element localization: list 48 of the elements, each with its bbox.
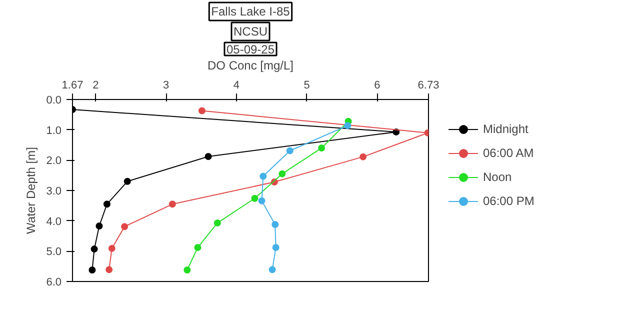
x-tick-label: 1.67 [62, 80, 84, 92]
y-tick-label: 0.0 [46, 94, 62, 106]
point [286, 147, 294, 154]
point [90, 246, 98, 253]
point [272, 220, 279, 228]
x-axis-title: DO Conc [mg/L] [207, 58, 294, 72]
point [168, 200, 176, 208]
point [260, 172, 267, 180]
point [124, 178, 131, 185]
point [194, 244, 202, 252]
point [258, 197, 266, 204]
legend-label: Midnight [483, 122, 528, 136]
point [318, 144, 326, 152]
y-tick-label: 6.0 [46, 276, 62, 288]
legend-label: 06:00 AM [483, 146, 534, 160]
y-tick-label: 3.0 [46, 186, 62, 198]
point [278, 170, 286, 178]
point [344, 122, 352, 130]
x-tick-label: 3 [163, 80, 170, 92]
point [103, 200, 110, 208]
point [204, 153, 212, 160]
x-tick-label: 6 [374, 80, 380, 92]
text: 05-09-25 [226, 42, 275, 56]
y-axis-title: Water Depth [m] [24, 147, 38, 234]
point [268, 266, 276, 274]
legend-label: Noon [483, 170, 512, 184]
point [96, 222, 103, 230]
x-tick-label: 6.73 [418, 80, 440, 92]
point [360, 153, 367, 160]
y-tick-label: 5.0 [46, 246, 62, 258]
point [184, 266, 191, 274]
point [108, 244, 116, 252]
point [272, 244, 280, 252]
legend-label: 06:00 PM [483, 194, 534, 208]
x-tick-label: 4 [233, 80, 240, 92]
point [121, 223, 128, 230]
point [198, 107, 206, 114]
chart-title: Falls Lake I-85 [211, 4, 290, 18]
point [106, 266, 113, 274]
y-tick-label: 1.0 [46, 124, 62, 137]
point [214, 219, 221, 226]
chart-subtitle: NCSU [234, 24, 268, 38]
x-tick-label: 2 [92, 80, 99, 92]
x-tick-label: 5 [304, 80, 310, 92]
point [251, 194, 258, 202]
point [88, 266, 96, 274]
y-tick-label: 2.0 [46, 155, 62, 168]
y-tick-label: 4.0 [46, 216, 62, 228]
